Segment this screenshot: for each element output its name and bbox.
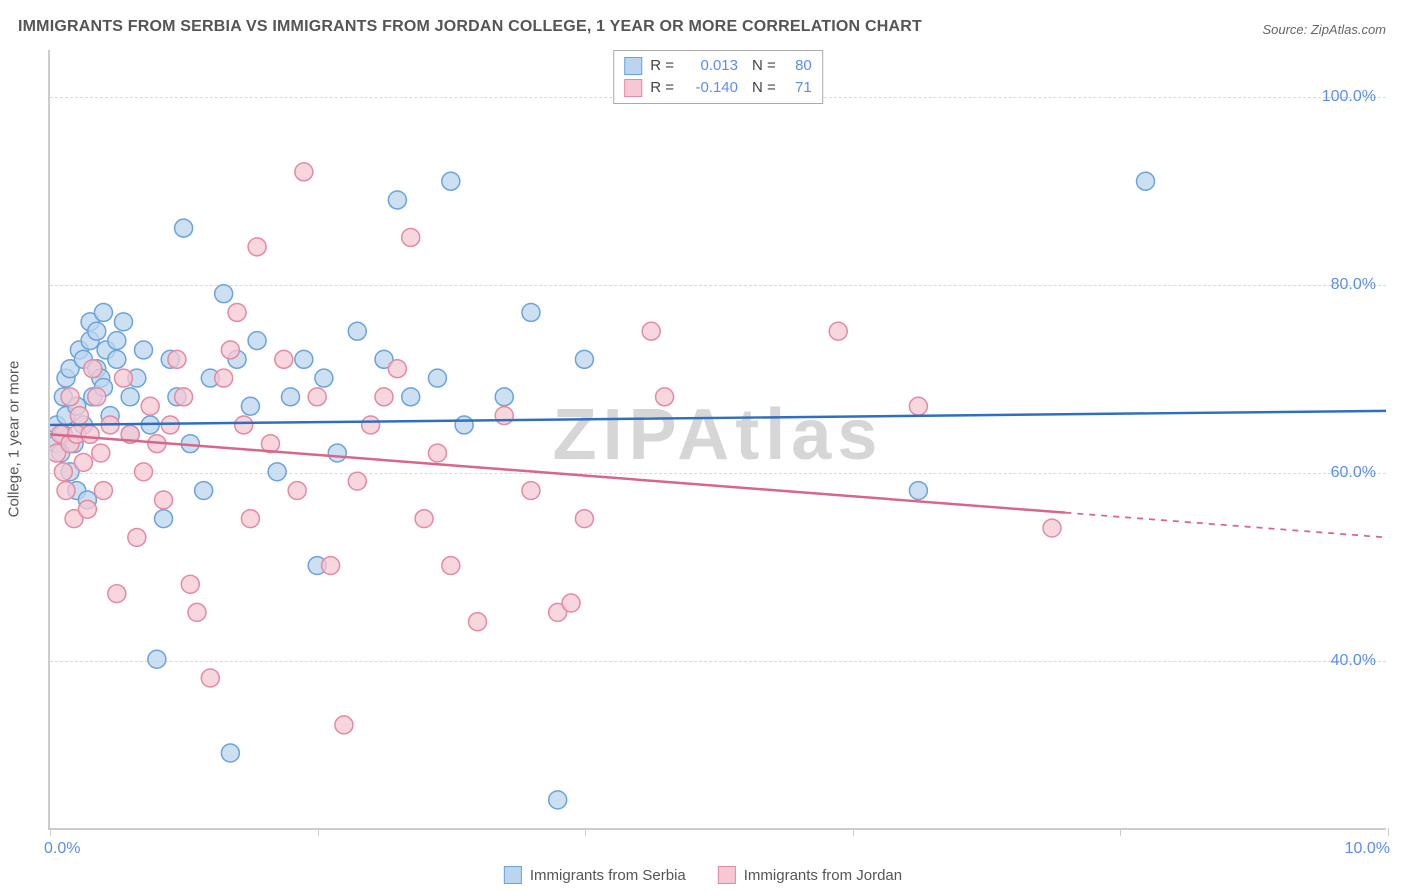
y-axis-label: College, 1 year or more bbox=[6, 361, 23, 518]
legend-label-serbia: Immigrants from Serbia bbox=[530, 867, 686, 884]
legend-row-jordan: R = -0.140 N = 71 bbox=[624, 77, 812, 99]
plot-frame: ZIPAtlas 40.0%60.0%80.0%100.0% College, … bbox=[48, 50, 1386, 830]
n-label: N = bbox=[752, 55, 776, 77]
legend-item-jordan: Immigrants from Jordan bbox=[718, 866, 902, 884]
n-value-jordan: 71 bbox=[784, 77, 812, 99]
r-label: R = bbox=[650, 77, 674, 99]
swatch-serbia-icon bbox=[504, 866, 522, 884]
series-legend: Immigrants from Serbia Immigrants from J… bbox=[504, 866, 902, 884]
n-value-serbia: 80 bbox=[784, 55, 812, 77]
x-tick-max: 10.0% bbox=[1345, 840, 1390, 858]
chart-title: IMMIGRANTS FROM SERBIA VS IMMIGRANTS FRO… bbox=[18, 18, 922, 36]
plot-svg bbox=[50, 50, 1386, 828]
r-value-serbia: 0.013 bbox=[682, 55, 738, 77]
legend-item-serbia: Immigrants from Serbia bbox=[504, 866, 686, 884]
swatch-jordan bbox=[624, 79, 642, 97]
source-attribution: Source: ZipAtlas.com bbox=[1262, 22, 1386, 37]
correlation-legend: R = 0.013 N = 80 R = -0.140 N = 71 bbox=[613, 50, 823, 104]
chart-area: ZIPAtlas 40.0%60.0%80.0%100.0% College, … bbox=[48, 50, 1386, 830]
x-tick-min: 0.0% bbox=[44, 840, 80, 858]
legend-row-serbia: R = 0.013 N = 80 bbox=[624, 55, 812, 77]
swatch-jordan-icon bbox=[718, 866, 736, 884]
r-value-jordan: -0.140 bbox=[682, 77, 738, 99]
n-label: N = bbox=[752, 77, 776, 99]
legend-label-jordan: Immigrants from Jordan bbox=[744, 867, 902, 884]
swatch-serbia bbox=[624, 57, 642, 75]
r-label: R = bbox=[650, 55, 674, 77]
